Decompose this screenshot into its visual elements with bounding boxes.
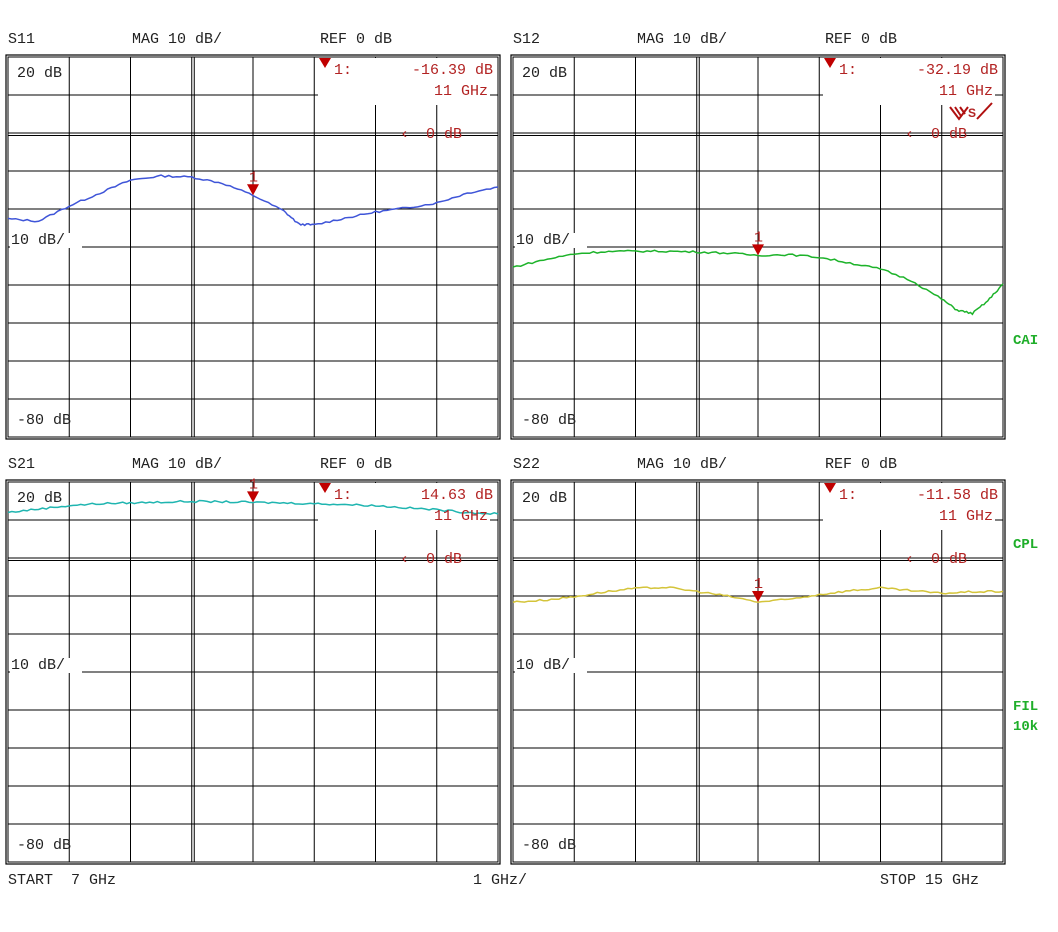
reference-position-marker-icon: ‹: [905, 551, 914, 568]
marker-triangle-icon[interactable]: [752, 244, 764, 256]
scale-per-division-label: 10 dB/: [516, 657, 570, 674]
format-label: MAG 10 dB/: [132, 31, 222, 48]
marker-frequency: 11 GHz: [434, 508, 488, 525]
trace-s12: [512, 249, 1004, 316]
top-scale-label: 20 dB: [17, 490, 62, 507]
reference-marker-label: 0 dB: [931, 551, 967, 568]
reference-position-marker-icon: ‹: [400, 126, 409, 143]
marker-triangle-icon[interactable]: [752, 591, 764, 603]
marker-info-box: [823, 483, 995, 530]
chart-s12: S12 MAG 10 dB/REF 0 dB 20 dB 10 dB/ -80 dB ‹ 0…: [510, 31, 1006, 440]
marker-value: -11.58 dB: [917, 487, 998, 504]
chart-s11: S11 MAG 10 dB/REF 0 dB 20 dB 10 dB/ -80 dB ‹ 0…: [5, 31, 501, 440]
trace-label: S11: [8, 31, 35, 48]
scale-per-division-label: 10 dB/: [11, 232, 65, 249]
bottom-scale-label: -80 dB: [17, 837, 71, 854]
reference-marker-label: 0 dB: [931, 126, 967, 143]
marker-readout-label: 1:: [334, 487, 352, 504]
coupled-indicator: CPL: [1013, 537, 1038, 553]
marker-number: 1: [249, 169, 258, 186]
filter-indicator: FIL: [1013, 699, 1038, 715]
marker-readout-label: 1:: [334, 62, 352, 79]
marker-info-box: [823, 58, 995, 105]
marker-number: 1: [754, 576, 763, 593]
reference-label: REF 0 dB: [320, 31, 392, 48]
scale-label-bg: [515, 658, 587, 673]
marker-frequency: 11 GHz: [939, 508, 993, 525]
marker-value: -16.39 dB: [412, 62, 493, 79]
format-label: MAG 10 dB/: [637, 456, 727, 473]
marker-readout-label: 1:: [839, 487, 857, 504]
frequency-per-division: 1 GHz/: [473, 872, 527, 889]
bottom-scale-label: -80 dB: [522, 412, 576, 429]
marker-frequency: 11 GHz: [434, 83, 488, 100]
marker-readout-icon: [319, 483, 331, 493]
marker-readout-label: 1:: [839, 62, 857, 79]
marker-number: 1: [249, 476, 258, 493]
marker-readout-icon: [824, 58, 836, 68]
scale-label-bg: [10, 658, 82, 673]
top-scale-label: 20 dB: [522, 65, 567, 82]
bottom-scale-label: -80 dB: [522, 837, 576, 854]
marker-number: 1: [754, 229, 763, 246]
trace-label: S12: [513, 31, 540, 48]
reference-position-marker-icon: ‹: [905, 126, 914, 143]
reference-label: REF 0 dB: [825, 31, 897, 48]
trace-s22: [512, 586, 1004, 604]
if-bandwidth-indicator: 10k: [1013, 719, 1038, 735]
format-label: MAG 10 dB/: [132, 456, 222, 473]
bottom-scale-label: -80 dB: [17, 412, 71, 429]
marker-readout-icon: [319, 58, 331, 68]
start-frequency: START 7 GHz: [8, 872, 116, 889]
scale-per-division-label: 10 dB/: [11, 657, 65, 674]
stop-frequency: STOP 15 GHz: [880, 872, 979, 889]
cal-indicator: CAI: [1013, 333, 1038, 349]
marker-triangle-icon[interactable]: [247, 491, 259, 503]
trace-s11: [7, 174, 499, 227]
marker-triangle-icon[interactable]: [247, 184, 259, 196]
trace-s21: [7, 499, 499, 515]
scale-label-bg: [515, 233, 587, 248]
vs-logo: S: [949, 102, 993, 121]
chart-s22: S22 MAG 10 dB/REF 0 dB 20 dB 10 dB/ -80 dB ‹ 0…: [510, 456, 1006, 865]
trace-label: S22: [513, 456, 540, 473]
reference-label: REF 0 dB: [320, 456, 392, 473]
scale-label-bg: [10, 233, 82, 248]
top-scale-label: 20 dB: [17, 65, 62, 82]
format-label: MAG 10 dB/: [637, 31, 727, 48]
chart-s21: S21 MAG 10 dB/REF 0 dB 20 dB 10 dB/ -80 dB ‹ 0…: [5, 456, 501, 865]
reference-marker-label: 0 dB: [426, 551, 462, 568]
trace-label: S21: [8, 456, 35, 473]
reference-position-marker-icon: ‹: [400, 551, 409, 568]
marker-info-box: [318, 58, 490, 105]
top-scale-label: 20 dB: [522, 490, 567, 507]
reference-marker-label: 0 dB: [426, 126, 462, 143]
scale-per-division-label: 10 dB/: [516, 232, 570, 249]
marker-readout-icon: [824, 483, 836, 493]
marker-info-box: [318, 483, 490, 530]
marker-frequency: 11 GHz: [939, 83, 993, 100]
marker-value: 14.63 dB: [421, 487, 493, 504]
reference-label: REF 0 dB: [825, 456, 897, 473]
marker-value: -32.19 dB: [917, 62, 998, 79]
svg-text:S: S: [968, 106, 976, 120]
